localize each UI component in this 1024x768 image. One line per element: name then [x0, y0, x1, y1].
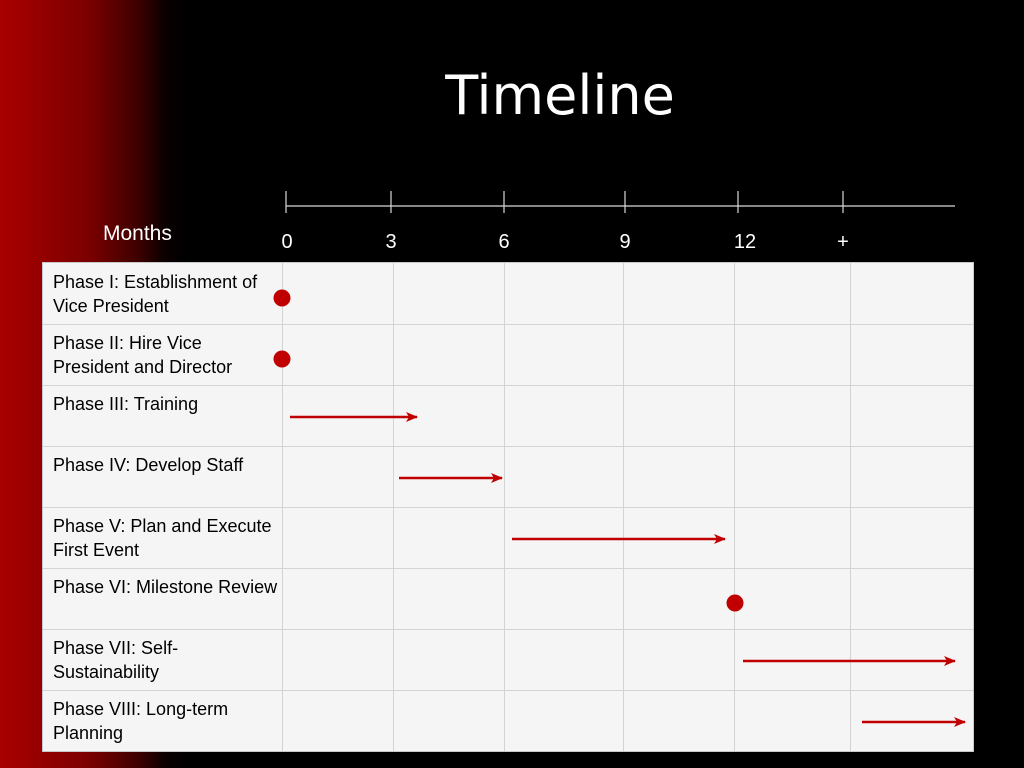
milestone-dot	[273, 350, 291, 368]
phase-label-8: Phase VIII: Long-term Planning	[53, 699, 229, 743]
column-divider	[623, 263, 624, 751]
column-divider	[282, 263, 283, 751]
phase-label-6: Phase VI: Milestone Review	[53, 577, 278, 597]
phase-label-1: Phase I: Establishment of Vice President	[53, 272, 258, 316]
column-divider	[504, 263, 505, 751]
tick-label-6: 6	[498, 231, 510, 253]
row-divider	[43, 507, 973, 508]
column-divider	[393, 263, 394, 751]
phase-label-3: Phase III: Training	[53, 394, 199, 414]
row-divider	[43, 629, 973, 630]
row-divider	[43, 446, 973, 447]
row-divider	[43, 385, 973, 386]
row-divider	[43, 324, 973, 325]
column-divider	[734, 263, 735, 751]
phase-table: Phase I: Establishment of Vice President…	[42, 262, 974, 752]
slide-title: Timeline	[445, 64, 675, 127]
milestone-dot	[273, 289, 291, 307]
phase-label-7: Phase VII: Self-Sustainability	[53, 638, 179, 682]
tick-label-plus: +	[837, 231, 849, 253]
tick-label-0: 0	[281, 231, 293, 253]
tick-label-9: 9	[619, 231, 631, 253]
axis-label-months: Months	[103, 222, 172, 245]
phase-label-4: Phase IV: Develop Staff	[53, 455, 244, 475]
row-divider	[43, 690, 973, 691]
tick-label-3: 3	[385, 231, 397, 253]
row-divider	[43, 568, 973, 569]
milestone-dot	[726, 594, 744, 612]
phase-label-2: Phase II: Hire Vice President and Direct…	[53, 333, 233, 377]
tick-label-12: 12	[733, 231, 757, 253]
column-divider	[850, 263, 851, 751]
phase-label-5: Phase V: Plan and Execute First Event	[53, 516, 272, 560]
